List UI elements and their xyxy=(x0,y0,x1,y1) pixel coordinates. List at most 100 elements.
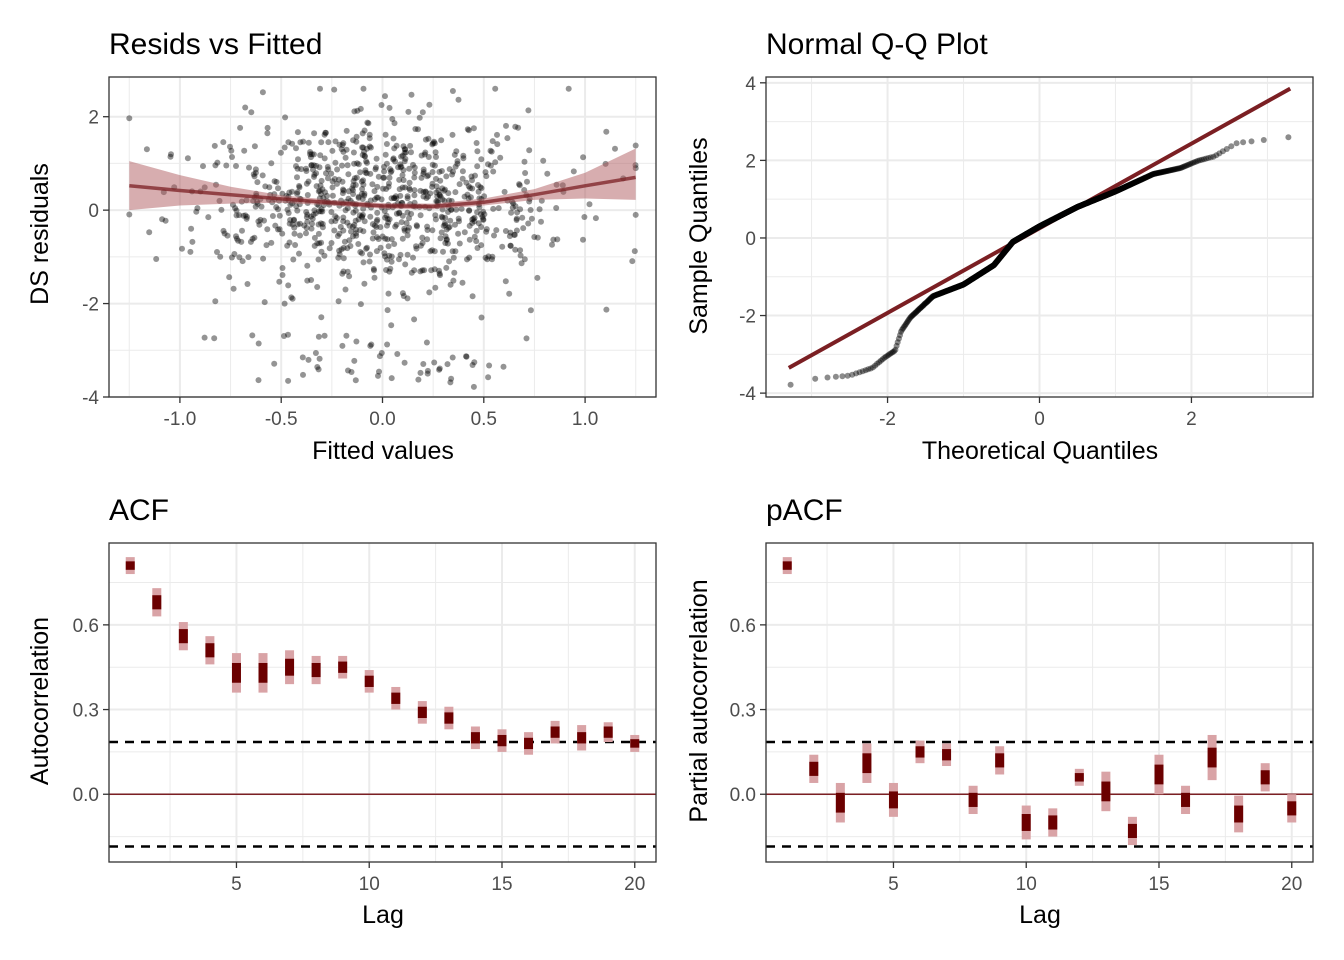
resid-point xyxy=(312,350,319,356)
qq-point xyxy=(1022,231,1029,238)
resid-point xyxy=(314,364,321,370)
qq-point xyxy=(974,272,981,279)
qq-point xyxy=(926,296,933,303)
qq-point xyxy=(1084,199,1091,206)
resid-point xyxy=(400,167,407,174)
qq-point xyxy=(1043,219,1050,226)
qq-point xyxy=(971,274,978,281)
resid-point xyxy=(445,209,451,215)
qq-point xyxy=(940,289,947,296)
qq-point xyxy=(1018,234,1025,240)
qq-point xyxy=(1131,179,1138,186)
resid-point xyxy=(364,244,370,251)
resid-point xyxy=(426,101,433,108)
resid-point xyxy=(252,169,259,176)
qq-point xyxy=(1119,185,1126,192)
acf-title: ACF xyxy=(109,494,169,527)
qq-point xyxy=(909,312,916,319)
resid-point xyxy=(393,142,400,149)
qq-point xyxy=(1073,204,1080,211)
qq-point xyxy=(1126,182,1132,189)
qq-point xyxy=(1034,224,1041,231)
resid-point xyxy=(364,119,371,126)
resid-point xyxy=(438,137,445,144)
qq-point xyxy=(1073,204,1080,211)
qq-point xyxy=(1090,197,1096,204)
qq-point xyxy=(1036,223,1043,230)
qq-point xyxy=(1045,218,1052,225)
qq-point xyxy=(1035,224,1042,230)
qq-point xyxy=(1085,199,1092,206)
resid-point xyxy=(443,173,450,180)
resid-point xyxy=(404,195,411,202)
qq-point xyxy=(1100,193,1106,200)
qq-point xyxy=(1113,188,1120,195)
qq-point xyxy=(872,362,879,369)
qq-point xyxy=(982,267,989,274)
resid-point xyxy=(231,251,238,257)
resid-point xyxy=(399,212,406,219)
qq-point xyxy=(1057,212,1064,219)
acf-lag-10-value xyxy=(364,675,374,687)
qq-point xyxy=(988,263,995,270)
qq-point xyxy=(989,262,996,269)
resid-point xyxy=(239,227,245,234)
qq-point xyxy=(955,283,961,290)
acf-lag-18-value xyxy=(577,732,587,744)
qq-point xyxy=(983,267,990,273)
qq-point xyxy=(1084,200,1091,206)
qq-point xyxy=(1034,224,1040,231)
qq-point xyxy=(925,297,932,304)
resid-point xyxy=(477,184,484,191)
qq-point xyxy=(913,309,919,316)
resid-point xyxy=(452,221,458,228)
acf-ylabel: Autocorrelation xyxy=(26,617,54,785)
resid-point xyxy=(296,183,303,189)
pacf-lag-4-value xyxy=(862,753,872,774)
qq-point xyxy=(1040,221,1046,228)
qq-point xyxy=(933,291,940,298)
qq-point xyxy=(844,372,851,379)
qq-point xyxy=(1061,210,1068,217)
qq-point xyxy=(1103,192,1110,199)
qq-point xyxy=(1061,210,1068,217)
resid-point xyxy=(221,230,228,237)
qq-point xyxy=(1102,192,1109,199)
qq-point xyxy=(935,291,942,298)
resid-point xyxy=(461,229,468,236)
resid-point xyxy=(469,185,476,192)
qq-point xyxy=(1163,168,1170,175)
qq-point xyxy=(978,270,985,276)
resid-point xyxy=(391,241,398,247)
qq-point xyxy=(1062,210,1069,217)
resid-point xyxy=(499,243,506,250)
acf-lag-1-value xyxy=(125,561,135,570)
resid-point xyxy=(338,146,345,153)
qq-point xyxy=(1016,235,1023,242)
qq-point xyxy=(853,370,860,377)
qq-point xyxy=(996,254,1003,261)
qq-point xyxy=(903,319,910,326)
qq-point xyxy=(936,290,943,297)
qq-point xyxy=(1039,221,1046,228)
qq-point xyxy=(1101,193,1108,200)
resid-point xyxy=(386,268,393,275)
resid-point xyxy=(318,206,325,213)
resid-point xyxy=(315,256,322,263)
qq-point xyxy=(1089,197,1096,204)
resid-point xyxy=(340,227,347,234)
acf-lag-13-value xyxy=(444,712,454,724)
qq-point xyxy=(1105,191,1111,198)
resid-point xyxy=(411,192,418,199)
qq-point xyxy=(990,262,997,269)
qq-point xyxy=(1176,165,1182,172)
qq-ytick-label: 2 xyxy=(745,151,756,172)
resid-point xyxy=(325,175,331,182)
qq-point xyxy=(1050,216,1057,222)
acf-lag-15-value xyxy=(497,734,507,747)
qq-point xyxy=(1080,201,1087,208)
qq-point xyxy=(1027,228,1034,235)
qq-point xyxy=(966,277,973,284)
qq-point xyxy=(951,285,958,291)
resid-point xyxy=(380,185,386,192)
